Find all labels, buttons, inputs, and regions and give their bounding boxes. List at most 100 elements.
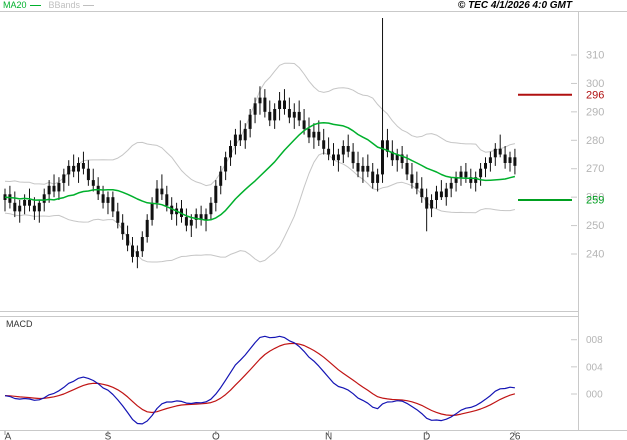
candle-body: [435, 191, 438, 200]
candle-body: [243, 128, 247, 141]
candle-body: [385, 140, 389, 152]
candle-body: [67, 165, 71, 175]
macd-line: [4, 335, 515, 425]
candle-body: [258, 97, 262, 104]
candle-body: [47, 185, 51, 195]
candle-body: [371, 171, 375, 183]
candle-body: [3, 194, 7, 200]
candle-body: [297, 111, 301, 121]
candle-body: [503, 154, 507, 163]
candle-body: [341, 146, 345, 155]
macd-signal-line: [4, 342, 516, 416]
candle-body: [77, 163, 80, 172]
candle-body: [400, 154, 404, 163]
candle-body: [18, 205, 22, 212]
candle-body: [52, 185, 56, 192]
candle-body: [219, 171, 223, 186]
candle-body: [449, 182, 453, 189]
candle-body: [474, 177, 478, 183]
candle-body: [336, 154, 340, 161]
candle-body: [184, 217, 188, 226]
candle-body: [263, 97, 267, 112]
candle-body: [62, 174, 66, 183]
candle-body: [126, 234, 130, 246]
candle-body: [91, 180, 95, 186]
candle-body: [204, 214, 208, 220]
ma20-legend-label: MA20: [3, 0, 27, 10]
candle-body: [101, 194, 105, 203]
candle-body: [86, 168, 90, 181]
legend: MA20 BBands: [3, 1, 95, 10]
candle-body: [292, 111, 296, 118]
candle-body: [37, 202, 41, 212]
legend-item-bbands: BBands: [49, 1, 95, 10]
candle-body: [116, 211, 120, 223]
candle-body: [395, 154, 399, 161]
candle-body: [479, 168, 483, 178]
x-axis-label: D: [423, 432, 430, 440]
price-tick-label: 250: [586, 220, 604, 232]
candle-body: [57, 182, 61, 192]
candle-body: [351, 151, 355, 164]
candle-body: [111, 197, 115, 212]
x-axis-label: S: [105, 432, 112, 440]
candle-body: [430, 200, 434, 209]
macd-tick-label: 004: [586, 362, 603, 373]
candle-body: [155, 188, 159, 203]
candle-body: [248, 114, 252, 129]
candle-body: [508, 157, 512, 163]
candle-body: [8, 194, 12, 203]
candle-body: [214, 185, 218, 203]
bband-lower-line: [4, 152, 516, 263]
candle-body: [493, 148, 497, 158]
candle-body: [332, 154, 335, 161]
candle-body: [464, 171, 468, 178]
candle-body: [454, 177, 458, 183]
price-tick-label: 290: [586, 106, 604, 118]
x-axis-label: 26: [509, 432, 521, 440]
candle-body: [322, 140, 326, 149]
candle-body: [459, 171, 463, 178]
candle-body: [13, 202, 17, 212]
candle-body: [189, 219, 193, 226]
candle-body: [390, 151, 394, 161]
price-tick-label: 260: [586, 192, 604, 204]
candle-body: [302, 120, 306, 129]
candle-body: [268, 111, 272, 121]
candle-body: [194, 214, 198, 220]
candle-body: [283, 100, 286, 109]
candle-body: [381, 140, 384, 175]
x-axis-label: N: [325, 432, 332, 440]
candle-body: [135, 251, 139, 257]
candle-body: [312, 131, 316, 138]
candle-body: [23, 200, 27, 206]
candle-body: [42, 194, 46, 203]
macd-tick-label: 008: [586, 335, 603, 346]
candle-body: [444, 188, 448, 198]
macd-panel-label: MACD: [6, 319, 33, 329]
macd-tick-label: 000: [586, 390, 603, 401]
x-axis-label: O: [212, 432, 220, 440]
bband-upper-line: [4, 62, 516, 187]
candle-body: [224, 157, 228, 172]
candle-body: [229, 146, 232, 158]
candle-body: [346, 146, 350, 152]
candle-body: [170, 205, 174, 215]
ma20-legend-swatch: [29, 5, 41, 6]
candle-body: [160, 188, 164, 195]
candle-body: [273, 109, 277, 121]
candle-body: [317, 131, 321, 141]
candle-body: [199, 214, 203, 220]
candle-body: [233, 134, 237, 146]
candle-body: [361, 165, 365, 172]
candle-body: [140, 237, 144, 252]
chart-header: MA20 BBands © TEC 4/1/2026 4:0 GMT: [0, 0, 627, 11]
candle-body: [209, 202, 213, 215]
candle-body: [484, 163, 487, 169]
legend-item-ma20: MA20: [3, 1, 41, 10]
candle-body: [165, 194, 169, 206]
candle-body: [307, 128, 311, 138]
level-label: 296: [586, 89, 604, 101]
bbands-legend-label: BBands: [48, 0, 81, 10]
